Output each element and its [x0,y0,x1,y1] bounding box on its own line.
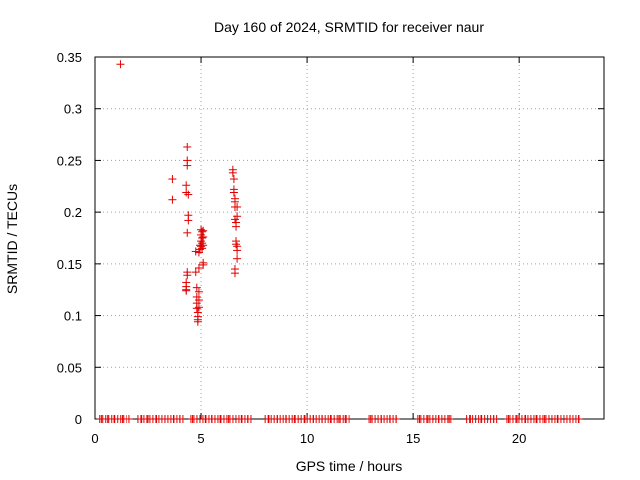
grid [95,57,604,419]
data-point [191,247,200,256]
x-tick-label: 0 [91,431,98,446]
y-tick-label: 0.2 [64,205,82,220]
data-point [233,202,242,211]
data-point [182,181,191,190]
data-point [192,304,201,313]
data-point [168,195,177,204]
data-point [233,212,242,221]
data-point [326,415,335,423]
data-point [182,286,191,295]
x-tick-label: 10 [300,431,314,446]
data-point [540,415,549,423]
y-tick-label: 0.25 [57,153,82,168]
data-point [233,246,242,255]
data-point [230,269,239,278]
data-point [193,317,202,326]
data-point [183,228,192,237]
data-point [466,415,475,423]
y-tick-label: 0.1 [64,309,82,324]
data-point [229,175,238,184]
data-point [182,188,191,197]
data-point [423,415,432,423]
y-axis-label: SRMTID / TECUs [4,184,20,294]
data-point [192,283,201,292]
data-point [183,271,192,280]
data-point [532,415,541,423]
data-point [445,415,454,423]
data-point [199,232,208,241]
data-point [513,415,522,423]
y-tick-label: 0 [75,412,82,427]
x-tick-label: 5 [197,431,204,446]
data-point [194,296,203,305]
data-point [415,415,424,423]
data-point [300,415,309,423]
data-point [188,415,197,423]
data-point [341,415,350,423]
data-point [168,175,177,184]
x-axis-label: GPS time / hours [296,458,403,474]
data-point [233,254,242,263]
data-point [184,190,193,199]
data-points [97,60,583,423]
data-point [124,415,133,423]
plot-frame [94,56,605,420]
data-point [116,60,125,69]
data-point [229,188,238,197]
data-point [504,415,513,423]
data-point [194,263,203,272]
data-point [366,415,375,423]
data-point [199,241,208,250]
data-point [216,415,225,423]
data-point [183,142,192,151]
y-tick-label: 0.05 [57,360,82,375]
y-tick-label: 0.35 [57,50,82,65]
x-tick-label: 20 [512,431,526,446]
axis-ticks: 0 0.05 0.1 0.15 0.2 0.25 0.3 0.35 0 5 10 15 20 [57,50,604,446]
data-point [290,415,299,423]
y-tick-label: 0.3 [64,102,82,117]
y-tick-label: 0.15 [57,257,82,272]
data-point [183,161,192,170]
chart-title: Day 160 of 2024, SRMTID for receiver nau… [214,19,484,35]
data-point [224,415,233,423]
data-point [184,216,193,225]
data-point [232,240,241,249]
data-point [264,415,273,423]
data-point [228,168,237,177]
data-point [144,415,153,423]
data-point [191,268,200,277]
data-point [194,287,203,296]
x-tick-label: 15 [406,431,420,446]
data-point [194,303,203,312]
data-point [199,260,208,269]
data-point [232,222,241,231]
